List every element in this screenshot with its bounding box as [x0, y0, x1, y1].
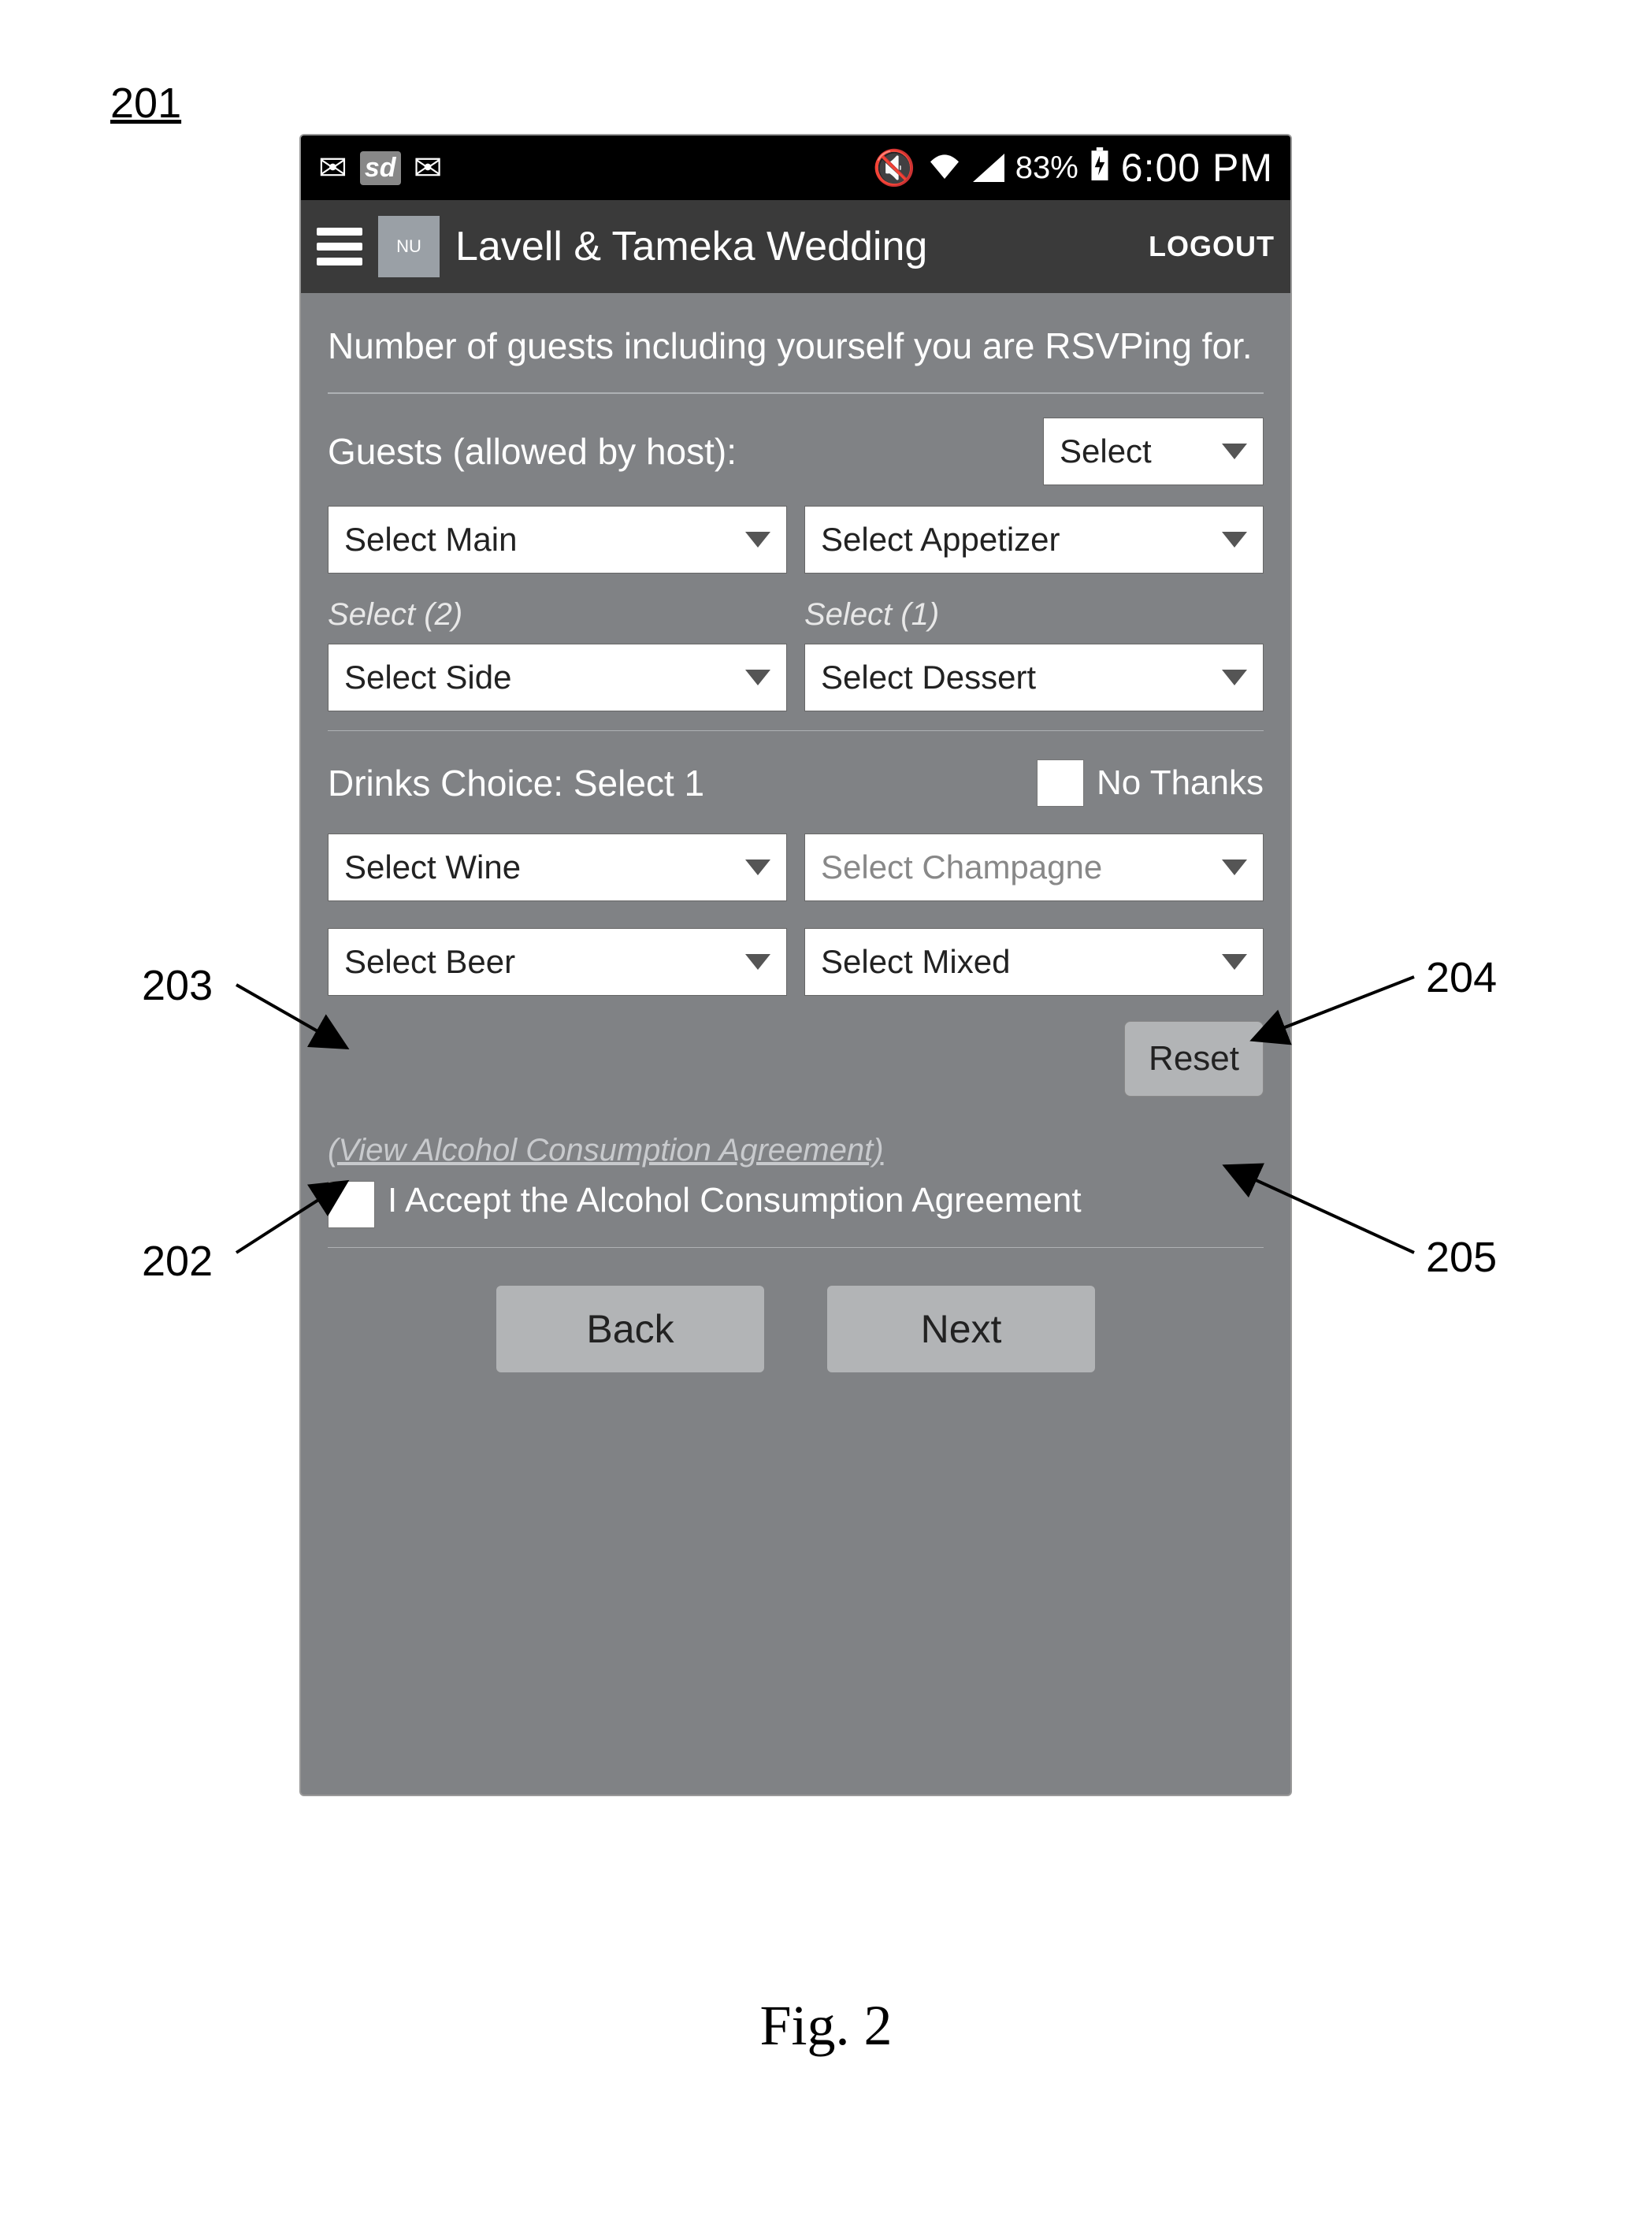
nav-buttons: Back Next: [328, 1286, 1264, 1372]
callout-202: 202: [142, 1237, 213, 1286]
chevron-down-icon: [745, 860, 770, 875]
logout-button[interactable]: LOGOUT: [1149, 230, 1275, 263]
side-count-label: Select (2): [328, 597, 787, 633]
callout-204: 204: [1426, 953, 1497, 1002]
guests-row: Guests (allowed by host): Select: [328, 418, 1264, 485]
callout-203: 203: [142, 961, 213, 1010]
clock-text: 6:00 PM: [1121, 145, 1273, 191]
food-row-1: Select Main Select Appetizer: [328, 506, 1264, 574]
status-left: ✉ sd ✉: [318, 148, 442, 188]
select-appetizer[interactable]: Select Appetizer: [804, 506, 1264, 574]
select-champagne-text: Select Champagne: [821, 848, 1102, 886]
phone-frame: ✉ sd ✉ 🔇 83% 6:00 PM NU Lavell & Tameka …: [299, 134, 1292, 1796]
figure-page: 201 ✉ sd ✉ 🔇 83% 6:00 PM: [0, 0, 1652, 2224]
chevron-down-icon: [1222, 444, 1247, 459]
drinks-row-2: Select Beer Select Mixed: [328, 928, 1264, 996]
mute-icon: 🔇: [873, 147, 916, 188]
select-main[interactable]: Select Main: [328, 506, 787, 574]
no-thanks-checkbox[interactable]: [1037, 759, 1084, 807]
food-row-2: Select Side Select Dessert: [328, 644, 1264, 711]
chevron-down-icon: [745, 670, 770, 685]
chevron-down-icon: [745, 532, 770, 548]
status-right: 🔇 83% 6:00 PM: [873, 145, 1273, 191]
select-main-text: Select Main: [344, 521, 517, 559]
select-beer[interactable]: Select Beer: [328, 928, 787, 996]
app-bar: NU Lavell & Tameka Wedding LOGOUT: [301, 200, 1290, 293]
select-mixed[interactable]: Select Mixed: [804, 928, 1264, 996]
drinks-label: Drinks Choice: Select 1: [328, 762, 1037, 804]
signal-icon: [973, 154, 1004, 182]
dessert-count-label: Select (1): [804, 597, 1264, 633]
screen-body: Number of guests including yourself you …: [301, 293, 1290, 1372]
mail-icon: ✉: [318, 148, 347, 188]
chevron-down-icon: [745, 954, 770, 970]
guests-select[interactable]: Select: [1043, 418, 1264, 485]
chevron-down-icon: [1222, 954, 1247, 970]
sd-icon: sd: [360, 151, 401, 185]
chevron-down-icon: [1222, 670, 1247, 685]
battery-percent: 83%: [1015, 150, 1078, 186]
agreement-link[interactable]: (View Alcohol Consumption Agreement): [328, 1133, 1264, 1168]
select-mixed-text: Select Mixed: [821, 943, 1010, 981]
select-side-text: Select Side: [344, 659, 511, 696]
app-logo: NU: [378, 216, 440, 277]
drinks-row-1: Select Wine Select Champagne: [328, 834, 1264, 901]
chevron-down-icon: [1222, 860, 1247, 875]
accept-agreement-text: I Accept the Alcohol Consumption Agreeme…: [388, 1178, 1082, 1223]
divider: [328, 392, 1264, 394]
guests-select-text: Select: [1060, 433, 1152, 470]
select-side[interactable]: Select Side: [328, 644, 787, 711]
mail-icon-2: ✉: [414, 148, 443, 188]
app-title: Lavell & Tameka Wedding: [455, 223, 1133, 270]
wifi-icon: [927, 148, 962, 187]
accept-agreement-checkbox[interactable]: [328, 1181, 375, 1228]
select-dessert[interactable]: Select Dessert: [804, 644, 1264, 711]
select-dessert-text: Select Dessert: [821, 659, 1036, 696]
back-button[interactable]: Back: [496, 1286, 764, 1372]
figure-caption: Fig. 2: [0, 1993, 1652, 2059]
chevron-down-icon: [1222, 532, 1247, 548]
guests-label: Guests (allowed by host):: [328, 430, 1027, 473]
divider: [328, 730, 1264, 731]
food-labels: Select (2) Select (1): [328, 597, 1264, 633]
next-button[interactable]: Next: [827, 1286, 1095, 1372]
select-appetizer-text: Select Appetizer: [821, 521, 1060, 559]
status-bar: ✉ sd ✉ 🔇 83% 6:00 PM: [301, 136, 1290, 200]
drinks-header: Drinks Choice: Select 1 No Thanks: [328, 759, 1264, 807]
no-thanks-label: No Thanks: [1097, 763, 1264, 803]
reset-button[interactable]: Reset: [1124, 1021, 1264, 1097]
menu-icon[interactable]: [317, 228, 362, 265]
figure-ref-number: 201: [110, 79, 181, 128]
reset-row: Reset: [328, 1021, 1264, 1097]
select-wine[interactable]: Select Wine: [328, 834, 787, 901]
agreement-accept-row: I Accept the Alcohol Consumption Agreeme…: [328, 1178, 1264, 1228]
intro-text: Number of guests including yourself you …: [328, 321, 1264, 370]
select-beer-text: Select Beer: [344, 943, 515, 981]
battery-icon: [1090, 147, 1110, 189]
select-wine-text: Select Wine: [344, 848, 521, 886]
select-champagne[interactable]: Select Champagne: [804, 834, 1264, 901]
callout-205: 205: [1426, 1233, 1497, 1282]
divider: [328, 1247, 1264, 1248]
